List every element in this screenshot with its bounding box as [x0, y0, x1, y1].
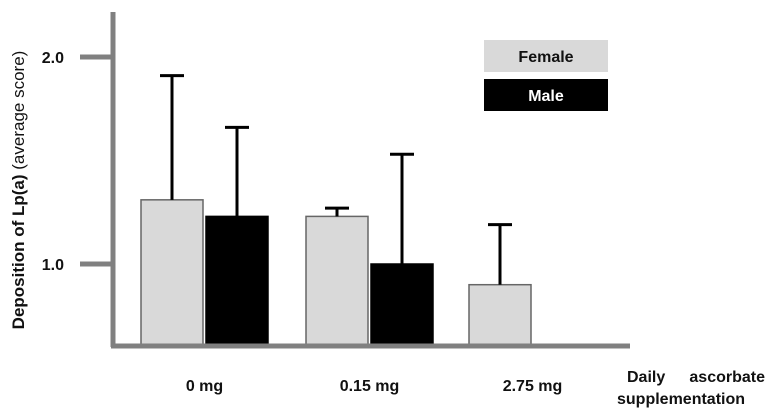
- y-axis-title-unit: (average score): [9, 51, 28, 175]
- bars-layer: [140, 199, 597, 347]
- x-axis-note-line2: supplementation: [617, 391, 745, 408]
- y-tick-label-0: 2.0: [42, 50, 64, 67]
- x-labels-layer: 0 mg 0.15 mg 2.75 mg: [186, 378, 562, 395]
- y-axis-title: Deposition of Lp(a) (average score): [9, 51, 28, 330]
- y-axis-title-main: Deposition of Lp(a): [9, 174, 28, 329]
- legend-label-male: Male: [528, 88, 564, 105]
- x-axis-note-line1-a: Daily: [627, 369, 665, 386]
- x-category-label-2: 2.75 mg: [503, 378, 563, 395]
- legend-label-female: Female: [518, 49, 573, 66]
- bar-female-1: [305, 215, 369, 346]
- bar-female-2: [468, 283, 532, 346]
- legend: Female Male: [484, 40, 608, 111]
- bar-male-0: [205, 215, 269, 346]
- bar-female-0: [140, 199, 204, 346]
- y-ticks-layer: 2.0 1.0: [42, 50, 113, 274]
- legend-swatch-female: [484, 40, 608, 72]
- error-bars-layer: [160, 74, 512, 285]
- bar-male-1: [370, 263, 434, 346]
- legend-swatch-male: [484, 79, 608, 111]
- x-category-label-0: 0 mg: [186, 378, 223, 395]
- y-tick-label-1: 1.0: [42, 257, 64, 274]
- x-category-label-1: 0.15 mg: [340, 378, 400, 395]
- x-axis-note-line1-b: ascorbate: [689, 369, 765, 386]
